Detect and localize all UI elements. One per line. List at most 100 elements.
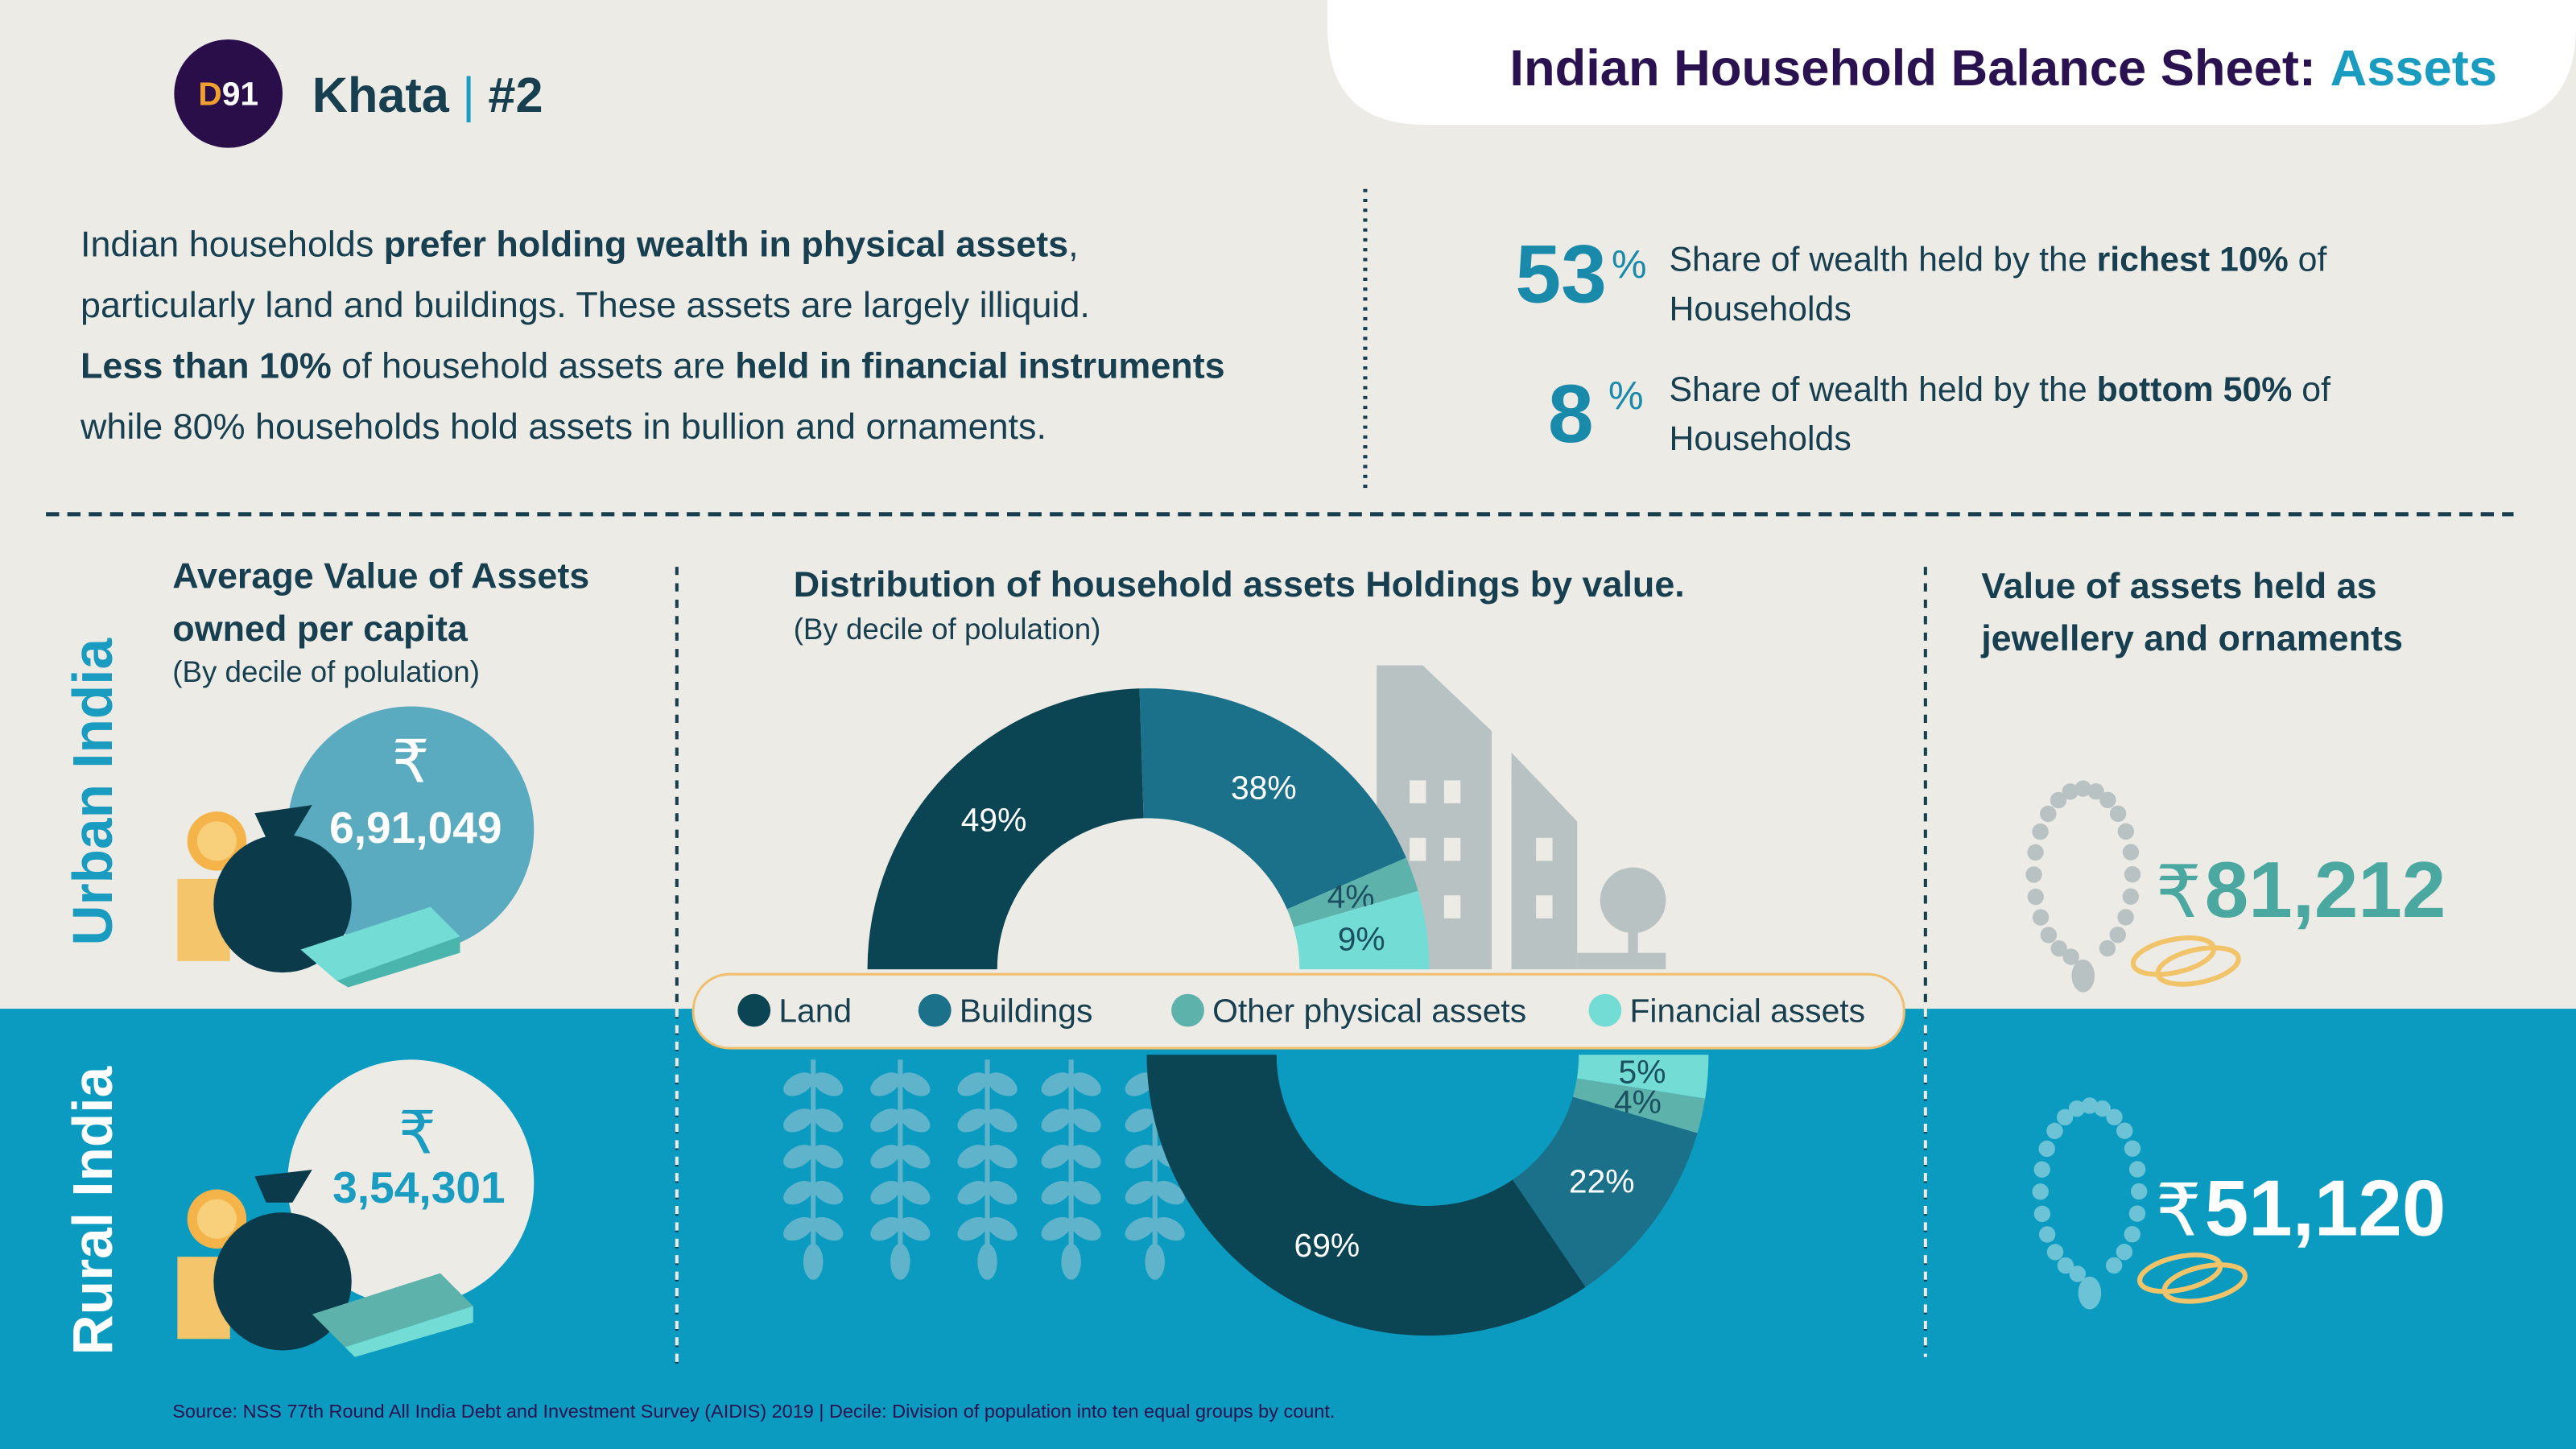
intro-line: while 80% households hold assets in bull… [80, 406, 1046, 447]
stat-unit: % [1612, 243, 1647, 287]
bead [2068, 1100, 2086, 1117]
stat-text: Share of wealth held by the [1669, 241, 2096, 279]
ring [2161, 1262, 2248, 1304]
stat-value: 8 [1548, 368, 1594, 460]
plant-leaf [1071, 1145, 1101, 1169]
urban-average-illustration [300, 906, 460, 981]
plant-leaf [870, 1216, 901, 1241]
bead [2124, 1140, 2141, 1157]
legend-label: Land [778, 992, 852, 1029]
data-label: 9% [1338, 921, 1385, 958]
intro-line: Indian households prefer holding wealth … [80, 223, 1079, 264]
donut-segment [1146, 1055, 1586, 1336]
urban-average-illustration [336, 936, 460, 988]
plants-illustration [783, 1059, 1185, 1280]
plant-leaf [783, 1072, 814, 1096]
plant-leaf [812, 1108, 844, 1133]
urban-average-illustration [177, 706, 535, 988]
rural-average-illustration [345, 1306, 473, 1357]
region-label: Urban India [61, 637, 124, 945]
bead [2099, 791, 2116, 809]
legend: Land Buildings Other physical assets Financ… [737, 992, 1865, 1029]
plant-leaf [812, 1180, 844, 1205]
bead [2094, 1100, 2111, 1117]
plant-leaf [987, 1108, 1018, 1133]
building-windows [1443, 895, 1461, 919]
plant-leaf [957, 1072, 988, 1096]
logo-text: D [198, 76, 221, 113]
average-value: 3,54,301 [332, 1162, 505, 1212]
source-note: Source: NSS 77th Round All India Debt an… [172, 1401, 1335, 1422]
buildings-illustration [1577, 952, 1666, 970]
rural-average-illustration [177, 1059, 535, 1357]
jewellery-illustration [2025, 780, 2248, 1310]
plant-leaf [803, 1243, 824, 1280]
building-windows [1443, 780, 1461, 803]
rural-average-illustration [312, 1273, 473, 1348]
bead [2116, 1243, 2133, 1261]
bead [2027, 844, 2044, 861]
bead [2124, 1226, 2140, 1243]
data-label: 5% [1619, 1053, 1666, 1090]
section-note: (By decile of polulation) [172, 655, 480, 688]
building-windows [1410, 780, 1426, 803]
bead [2057, 1257, 2074, 1274]
donut-segment [1572, 1078, 1706, 1133]
legend-swatch [918, 993, 952, 1027]
bead [2056, 1108, 2074, 1126]
plant-leaf [1041, 1180, 1071, 1205]
plant-leaf [957, 1108, 988, 1133]
bead [2128, 1205, 2146, 1222]
logo [174, 39, 283, 148]
plant-leaf [812, 1072, 844, 1096]
section-title: Value of assets held as [1981, 565, 2376, 606]
plant-leaf [870, 1180, 901, 1205]
currency-symbol: ₹ [2156, 852, 2202, 933]
plant-leaf [1154, 1180, 1185, 1205]
bead [2038, 1140, 2055, 1158]
rural-average-illustration [254, 1170, 312, 1203]
bead [2025, 866, 2042, 883]
bead [2087, 782, 2104, 800]
plant-leaf [900, 1072, 931, 1096]
plant-leaf [1071, 1216, 1101, 1241]
stat-text: Households [1669, 290, 1851, 328]
bead [2046, 1244, 2064, 1261]
bead [2117, 823, 2135, 840]
donut-segment [1293, 890, 1430, 970]
urban-average-illustration [213, 834, 352, 973]
bead [2032, 1183, 2049, 1200]
donut-segment [1139, 688, 1406, 910]
building-windows [1410, 837, 1426, 861]
plant-leaf [900, 1108, 931, 1133]
stat-text: of [2292, 370, 2330, 409]
plant-leaf [900, 1216, 931, 1241]
plant-leaf [957, 1180, 988, 1205]
section-title: jewellery and ornaments [1980, 617, 2403, 658]
stat-text: richest 10% [2097, 241, 2289, 279]
buildings-illustration [1600, 867, 1666, 934]
intro-line: prefer holding wealth in physical assets [384, 223, 1068, 264]
pendant [2078, 1276, 2102, 1310]
legend-box [691, 972, 1905, 1050]
average-value: 6,91,049 [329, 803, 502, 852]
plant-leaf [783, 1108, 814, 1133]
logo-text: D91 [198, 76, 258, 113]
intro-line: of household assets are [332, 345, 735, 386]
urban-average-illustration [196, 821, 237, 861]
data-label: 38% [1231, 770, 1297, 807]
plant-stem [985, 1059, 990, 1257]
section-note: (By decile of polulation) [794, 613, 1101, 646]
plant-stem [1152, 1059, 1158, 1257]
stat-text: Share of wealth held by the bottom 50% o… [1669, 370, 2330, 409]
data-label: 22% [1569, 1163, 1635, 1200]
plant-leaf [1071, 1108, 1101, 1133]
logo-text: 91 [222, 76, 258, 113]
section-title: owned per capita [172, 608, 469, 649]
plant-leaf [987, 1216, 1018, 1241]
plant-leaf [1071, 1072, 1101, 1096]
stat-text: Share of wealth held by the richest 10% … [1669, 241, 2326, 279]
intro-line: , [1068, 223, 1078, 264]
rural-average-illustration [196, 1199, 237, 1239]
